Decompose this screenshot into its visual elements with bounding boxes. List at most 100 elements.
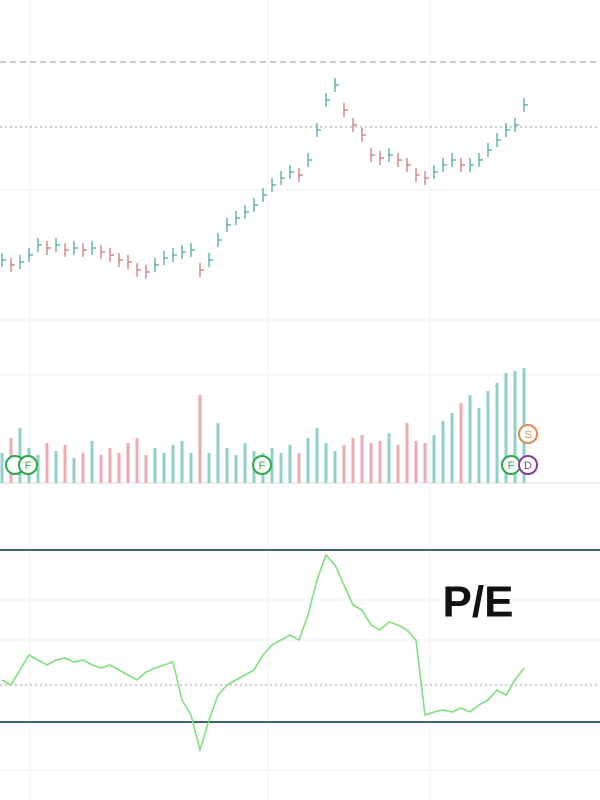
volume-bar — [513, 371, 517, 483]
event-marker-label: S — [524, 429, 531, 441]
volume-bar — [459, 403, 463, 483]
volume-bar — [297, 453, 301, 483]
price-bar — [487, 143, 492, 157]
volume-bar — [351, 438, 355, 483]
volume-bar — [396, 445, 400, 483]
price-bar — [271, 178, 276, 192]
volume-bar — [108, 448, 112, 483]
volume-bar — [450, 413, 454, 483]
price-bar — [406, 158, 411, 172]
volume-bar — [198, 395, 202, 483]
price-bar — [208, 253, 213, 267]
price-bar — [280, 171, 285, 185]
price-bar — [46, 241, 51, 255]
price-bar — [514, 118, 519, 132]
volume-bar — [324, 443, 328, 483]
price-bar — [343, 103, 348, 117]
price-bar — [73, 241, 78, 255]
price-bar — [64, 243, 69, 257]
volume-bar — [18, 428, 22, 483]
volume-bar — [504, 373, 508, 483]
price-bar — [352, 118, 357, 132]
volume-bar — [342, 445, 346, 483]
volume-bar — [0, 453, 4, 483]
volume-bar — [36, 455, 40, 483]
price-bar — [415, 168, 420, 182]
volume-bar — [90, 441, 94, 483]
price-bar — [235, 211, 240, 225]
volume-bar — [45, 443, 49, 483]
price-bar — [172, 248, 177, 262]
volume-bar — [72, 458, 76, 483]
price-bar — [118, 253, 123, 267]
price-bar — [100, 245, 105, 259]
price-bar — [307, 153, 312, 167]
price-bar — [136, 263, 141, 277]
price-bar — [55, 238, 60, 252]
pe-title: P/E — [443, 578, 514, 627]
price-bar — [37, 238, 42, 252]
price-bar — [505, 123, 510, 137]
price-bar — [1, 253, 6, 267]
price-bar — [253, 198, 258, 212]
price-bar — [424, 171, 429, 185]
price-bar — [217, 233, 222, 247]
price-bar — [127, 255, 132, 269]
volume-bar — [468, 395, 472, 483]
volume-bar — [63, 445, 67, 483]
volume-bar — [189, 453, 193, 483]
price-bar — [460, 158, 465, 172]
volume-bar — [216, 423, 220, 483]
price-bar — [325, 93, 330, 107]
volume-bar — [288, 445, 292, 483]
pe-line — [1, 553, 525, 753]
price-bar — [397, 153, 402, 167]
price-bar — [28, 248, 33, 262]
volume-bar — [81, 453, 85, 483]
price-bar — [334, 78, 339, 92]
volume-bar — [432, 435, 436, 483]
price-bar — [496, 133, 501, 147]
price-bar — [109, 248, 114, 262]
price-bar — [316, 123, 321, 137]
price-bar — [154, 258, 159, 272]
event-marker-label: D — [524, 460, 532, 472]
price-bar — [190, 243, 195, 257]
volume-bar — [477, 408, 481, 483]
volume-bar — [153, 448, 157, 483]
price-bar — [82, 243, 87, 257]
volume-bar — [135, 438, 139, 483]
volume-bar — [171, 445, 175, 483]
volume-bar — [117, 453, 121, 483]
price-bar — [478, 153, 483, 167]
price-bar — [199, 263, 204, 277]
event-marker-label: F — [25, 460, 32, 472]
volume-bar — [486, 391, 490, 483]
volume-bar — [387, 433, 391, 483]
volume-bar — [495, 383, 499, 483]
price-bar — [433, 165, 438, 179]
price-bar — [91, 241, 96, 255]
event-marker-label: F — [259, 460, 266, 472]
price-bar — [361, 128, 366, 142]
price-bar — [442, 158, 447, 172]
volume-bar — [207, 453, 211, 483]
price-bar — [523, 98, 528, 112]
event-marker-label: F — [508, 460, 515, 472]
price-bar — [370, 148, 375, 162]
volume-bar — [144, 455, 148, 483]
price-bar — [298, 168, 303, 182]
volume-bar — [405, 423, 409, 483]
volume-bar — [126, 443, 130, 483]
volume-bar — [99, 455, 103, 483]
volume-bar — [279, 453, 283, 483]
volume-bar — [369, 443, 373, 483]
price-bar — [262, 188, 267, 202]
volume-bar — [180, 441, 184, 483]
volume-bar — [306, 438, 310, 483]
price-bar — [244, 205, 249, 219]
volume-bar — [360, 435, 364, 483]
volume-bar — [378, 441, 382, 483]
